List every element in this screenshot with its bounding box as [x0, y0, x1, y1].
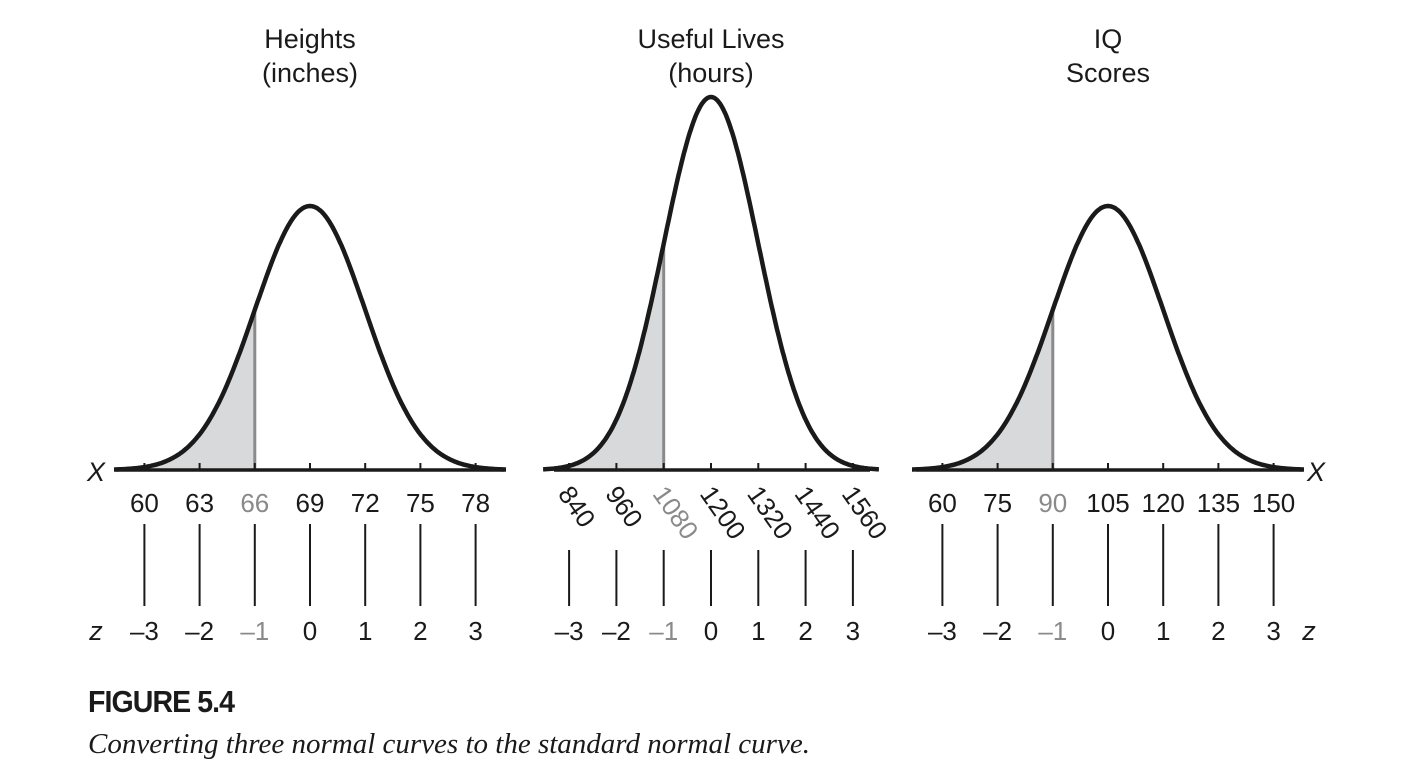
chart-title: Useful Lives — [637, 24, 784, 54]
chart-title: (inches) — [262, 58, 358, 88]
x-tick-label: 135 — [1197, 488, 1240, 518]
x-tick-label: 1320 — [741, 480, 799, 545]
x-tick-label: 90 — [1038, 488, 1067, 518]
x-tick-label: 72 — [351, 488, 380, 518]
chart-panel: Useful Lives (hours) 840 –3 960 –2 1080 –1 1200 0… — [541, 24, 894, 646]
chart-title: Scores — [1066, 58, 1150, 88]
shaded-tail-area — [912, 309, 1053, 470]
x-tick-label: 105 — [1086, 488, 1129, 518]
x-tick-label: 78 — [461, 488, 490, 518]
x-tick-label: 1200 — [694, 480, 752, 545]
shaded-tail-area — [543, 243, 664, 470]
z-tick-label: 3 — [846, 616, 860, 646]
z-tick-label: 0 — [704, 616, 718, 646]
chart-title: IQ — [1094, 24, 1123, 54]
x-tick-label: 75 — [406, 488, 435, 518]
z-tick-label: 2 — [798, 616, 812, 646]
z-tick-label: –1 — [649, 616, 678, 646]
z-tick-label: –3 — [928, 616, 957, 646]
x-tick-label: 60 — [130, 488, 159, 518]
z-tick-label: 2 — [1211, 616, 1225, 646]
figure-caption: Converting three normal curves to the st… — [88, 728, 810, 760]
x-tick-label: 66 — [240, 488, 269, 518]
z-axis-label: z — [88, 616, 103, 646]
z-tick-label: –3 — [555, 616, 584, 646]
normal-curve — [113, 203, 507, 472]
z-tick-label: –3 — [130, 616, 159, 646]
x-tick-label: 69 — [296, 488, 325, 518]
x-tick-label: 60 — [928, 488, 957, 518]
x-tick-label: 1560 — [836, 480, 894, 545]
x-tick-label: 1080 — [647, 480, 705, 545]
z-tick-label: –2 — [602, 616, 631, 646]
z-tick-label: 2 — [413, 616, 427, 646]
chart-panel: IQ Scores 60 –3 75 –2 90 –1 105 0 120 1 135 2 150 3 Xz — [911, 24, 1326, 646]
figure-number: FIGURE 5.4 — [88, 684, 235, 719]
x-axis-label: X — [1306, 457, 1326, 487]
z-tick-label: 0 — [1101, 616, 1115, 646]
z-tick-label: 1 — [1156, 616, 1170, 646]
z-tick-label: –2 — [983, 616, 1012, 646]
x-tick-label: 840 — [552, 480, 601, 533]
x-tick-label: 960 — [599, 480, 648, 533]
x-axis-label: X — [86, 457, 106, 487]
z-tick-label: 3 — [1266, 616, 1280, 646]
chart-title: Heights — [264, 24, 356, 54]
z-tick-label: –2 — [185, 616, 214, 646]
z-tick-label: –1 — [240, 616, 269, 646]
x-tick-label: 120 — [1142, 488, 1185, 518]
z-tick-label: 3 — [468, 616, 482, 646]
normal-curve — [541, 94, 881, 472]
x-tick-label: 1440 — [789, 480, 847, 545]
normal-curve — [911, 203, 1305, 472]
x-tick-label: 75 — [983, 488, 1012, 518]
z-tick-label: 0 — [303, 616, 317, 646]
z-tick-label: –1 — [1038, 616, 1067, 646]
z-tick-label: 1 — [358, 616, 372, 646]
chart-panel: Heights (inches) 60 –3 63 –2 66 –1 69 0 72 1 75 2 78 3 X… — [86, 24, 507, 646]
x-tick-label: 63 — [185, 488, 214, 518]
figure-panels: Heights (inches) 60 –3 63 –2 66 –1 69 0 72 1 75 2 78 3 X… — [86, 24, 1326, 646]
z-axis-label: z — [1301, 616, 1316, 646]
x-tick-label: 150 — [1252, 488, 1295, 518]
shaded-tail-area — [114, 309, 255, 470]
z-tick-label: 1 — [751, 616, 765, 646]
chart-title: (hours) — [668, 58, 754, 88]
